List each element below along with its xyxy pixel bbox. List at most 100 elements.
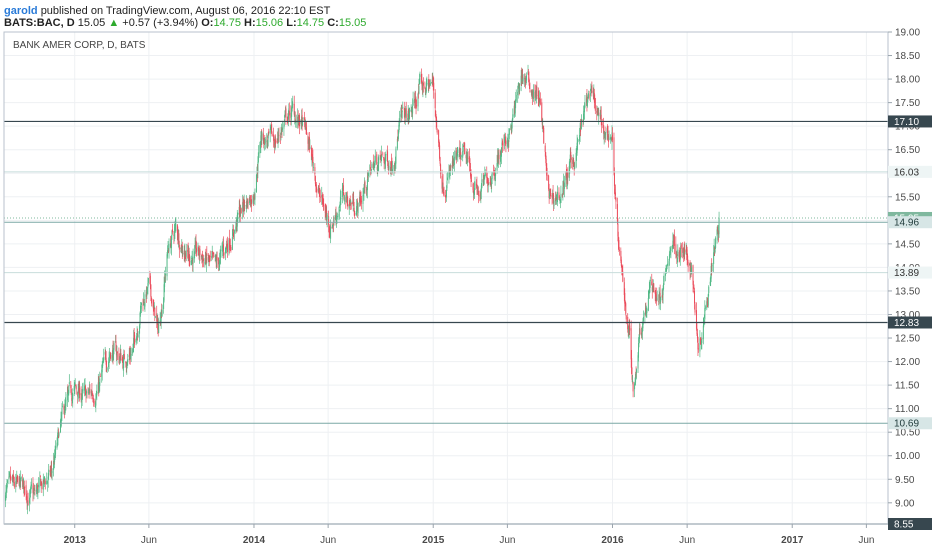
candle-body bbox=[284, 113, 286, 117]
candle-body bbox=[460, 155, 462, 157]
candle-body bbox=[247, 201, 249, 204]
candle-body bbox=[441, 176, 443, 189]
candle-body bbox=[511, 119, 513, 123]
candle-body bbox=[556, 195, 557, 199]
candle-body bbox=[601, 121, 603, 125]
candle-body bbox=[311, 156, 313, 162]
candle-body bbox=[433, 82, 435, 91]
candle-body bbox=[634, 383, 636, 386]
time-axis[interactable]: 2013 Jun 2014 Jun 2015 Jun 2016 Jun 2017 Jun bbox=[64, 524, 875, 546]
candle-body bbox=[537, 95, 539, 99]
candle-body bbox=[51, 468, 53, 471]
candle-body bbox=[702, 325, 704, 340]
candle-body bbox=[247, 200, 249, 208]
candle-body bbox=[121, 358, 123, 362]
x-tick-label: Jun bbox=[858, 535, 874, 546]
candle-body bbox=[57, 435, 59, 441]
candle-body bbox=[373, 164, 375, 167]
candle-body bbox=[345, 194, 347, 203]
candle-body bbox=[701, 337, 703, 343]
candle-body bbox=[663, 275, 665, 282]
candle-body bbox=[99, 375, 101, 377]
candle-body bbox=[91, 394, 93, 396]
candle-body bbox=[364, 181, 366, 188]
candle-body bbox=[94, 400, 96, 405]
candle-body bbox=[576, 142, 578, 154]
candle-body bbox=[73, 386, 75, 391]
candle-body bbox=[490, 181, 492, 184]
candle-body bbox=[682, 248, 684, 253]
candle-body bbox=[695, 310, 697, 329]
candle-body bbox=[514, 103, 516, 114]
candle-body bbox=[562, 187, 564, 195]
x-tick-label: 2013 bbox=[64, 535, 87, 546]
candle-body bbox=[369, 167, 371, 170]
candle-body bbox=[228, 238, 230, 246]
candle-body bbox=[425, 91, 427, 95]
candle-body bbox=[623, 282, 625, 295]
candle-body bbox=[469, 166, 471, 168]
candle-body bbox=[173, 231, 175, 235]
candle-body bbox=[88, 390, 90, 392]
candle-body bbox=[356, 206, 358, 215]
candle-body bbox=[80, 393, 82, 400]
candle-body bbox=[264, 138, 266, 144]
candle-body bbox=[426, 83, 428, 85]
candle-body bbox=[491, 171, 493, 179]
candle-body bbox=[637, 355, 639, 369]
candle-body bbox=[348, 203, 350, 209]
candle-body bbox=[529, 90, 531, 93]
candle-body bbox=[608, 137, 610, 141]
candle-body bbox=[627, 316, 629, 330]
price-axis[interactable]: 9.00 9.50 10.00 10.50 11.00 11.50 12.00 12.50 13… bbox=[888, 28, 932, 531]
candle-body bbox=[147, 283, 149, 288]
candle-body bbox=[293, 103, 295, 115]
candle-body bbox=[314, 176, 316, 184]
candle-body bbox=[383, 157, 385, 164]
candle-body bbox=[36, 485, 38, 493]
candle-body bbox=[431, 81, 433, 84]
candle-body bbox=[185, 250, 187, 257]
candle-body bbox=[676, 254, 678, 257]
candle-body bbox=[666, 264, 668, 270]
candle-body bbox=[133, 337, 135, 347]
username-link[interactable]: garold bbox=[4, 5, 38, 17]
low-label: L: bbox=[286, 17, 297, 29]
candle-body bbox=[718, 217, 720, 235]
candle-body bbox=[338, 214, 340, 218]
candle-body bbox=[396, 138, 398, 149]
up-arrow-icon: ▲ bbox=[108, 17, 120, 29]
candle-body bbox=[37, 489, 39, 493]
candle-body bbox=[570, 157, 572, 160]
candle-body bbox=[696, 333, 698, 339]
candle-body bbox=[393, 165, 395, 170]
candle-body bbox=[610, 137, 612, 140]
candle-body bbox=[74, 382, 76, 388]
candle-body bbox=[61, 406, 63, 408]
candle-body bbox=[449, 165, 451, 172]
candle-body bbox=[211, 255, 213, 258]
candle-body bbox=[199, 249, 201, 256]
candle-body bbox=[367, 176, 369, 179]
candle-body bbox=[275, 139, 277, 144]
candle-body bbox=[304, 117, 306, 121]
candle-body bbox=[262, 133, 264, 140]
candle-body bbox=[429, 82, 431, 86]
candle-body bbox=[164, 278, 166, 287]
candle-body bbox=[276, 141, 278, 143]
candle-body bbox=[524, 75, 526, 83]
candle-body bbox=[95, 396, 97, 398]
open-value: 14.75 bbox=[213, 17, 241, 29]
candle-body bbox=[589, 94, 591, 99]
candle-body bbox=[20, 476, 22, 480]
candle-body bbox=[405, 108, 407, 118]
candle-body bbox=[171, 229, 173, 233]
candle-body bbox=[141, 302, 143, 306]
candle-body bbox=[699, 338, 701, 352]
candle-body bbox=[218, 258, 220, 265]
candle-body bbox=[127, 358, 129, 363]
candle-body bbox=[605, 133, 607, 135]
candle-body bbox=[448, 170, 450, 178]
candle-body bbox=[686, 249, 688, 258]
